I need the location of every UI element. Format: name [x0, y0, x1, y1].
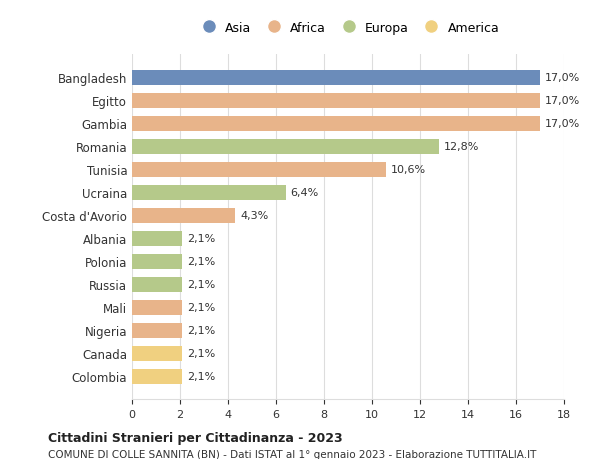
Bar	[132, 185, 286, 200]
Legend: Asia, Africa, Europa, America: Asia, Africa, Europa, America	[191, 17, 505, 39]
Text: 17,0%: 17,0%	[545, 73, 580, 83]
Bar	[132, 94, 540, 109]
Text: 12,8%: 12,8%	[444, 142, 479, 152]
Text: 17,0%: 17,0%	[545, 96, 580, 106]
Bar	[132, 277, 182, 292]
Bar	[132, 346, 182, 361]
Bar	[132, 323, 182, 338]
Text: 2,1%: 2,1%	[187, 257, 215, 267]
Text: 2,1%: 2,1%	[187, 371, 215, 381]
Text: COMUNE DI COLLE SANNITA (BN) - Dati ISTAT al 1° gennaio 2023 - Elaborazione TUTT: COMUNE DI COLLE SANNITA (BN) - Dati ISTA…	[48, 449, 536, 459]
Text: 2,1%: 2,1%	[187, 302, 215, 313]
Text: 4,3%: 4,3%	[240, 211, 268, 221]
Bar	[132, 231, 182, 246]
Text: 2,1%: 2,1%	[187, 348, 215, 358]
Text: 6,4%: 6,4%	[290, 188, 319, 198]
Text: 2,1%: 2,1%	[187, 280, 215, 290]
Text: 2,1%: 2,1%	[187, 234, 215, 244]
Bar	[132, 300, 182, 315]
Bar	[132, 369, 182, 384]
Bar	[132, 117, 540, 131]
Text: Cittadini Stranieri per Cittadinanza - 2023: Cittadini Stranieri per Cittadinanza - 2…	[48, 431, 343, 444]
Bar	[132, 71, 540, 86]
Bar	[132, 140, 439, 154]
Text: 10,6%: 10,6%	[391, 165, 427, 175]
Bar	[132, 162, 386, 177]
Bar	[132, 208, 235, 223]
Text: 2,1%: 2,1%	[187, 325, 215, 336]
Bar	[132, 254, 182, 269]
Text: 17,0%: 17,0%	[545, 119, 580, 129]
